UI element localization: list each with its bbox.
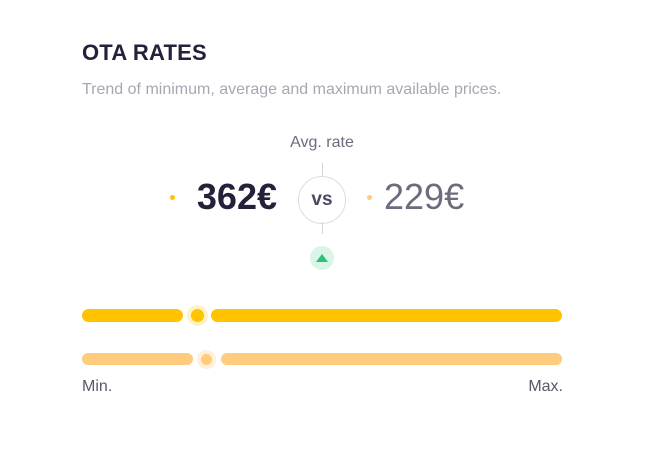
avg-rate-label: Avg. rate <box>290 134 354 151</box>
scale-max-label: Max. <box>528 378 563 395</box>
card-subtitle: Trend of minimum, average and maximum av… <box>82 81 502 98</box>
trend-up-icon <box>310 246 334 270</box>
secondary-avg-rate: 229€ <box>384 176 465 217</box>
vs-badge: vs <box>298 176 346 224</box>
primary-legend-dot <box>170 195 175 200</box>
primary-range-bar-right <box>211 309 562 322</box>
connector-line-bottom <box>322 222 323 234</box>
connector-line-top <box>322 163 323 177</box>
card-title: OTA RATES <box>82 40 207 65</box>
secondary-legend-dot <box>367 195 372 200</box>
secondary-avg-marker <box>197 350 217 369</box>
scale-min-label: Min. <box>82 378 113 395</box>
primary-avg-rate: 362€ <box>196 176 277 217</box>
secondary-range-bar-right <box>220 353 562 365</box>
primary-avg-marker <box>186 305 208 326</box>
arrow-up-icon <box>316 254 328 262</box>
secondary-range-bar-left <box>82 353 193 365</box>
primary-range-bar-left <box>82 309 184 322</box>
